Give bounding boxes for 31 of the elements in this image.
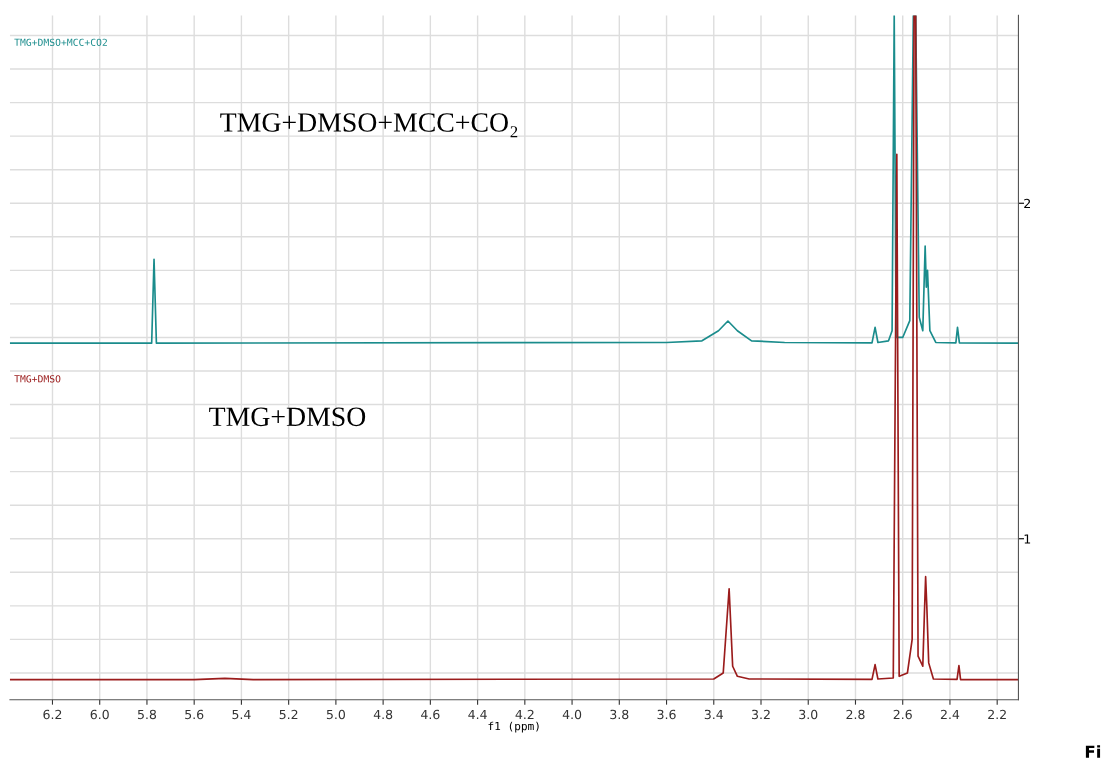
x-tick-label: 6.2 bbox=[43, 709, 62, 720]
x-tick-label: 3.0 bbox=[799, 709, 818, 720]
x-tick-label: 4.2 bbox=[515, 709, 534, 720]
annotation: TMG+DMSO+MCC+CO₂ bbox=[220, 113, 518, 138]
text: TMG+DMSO bbox=[14, 375, 61, 383]
x-tick-label: 3.2 bbox=[752, 709, 770, 720]
text: Fi bbox=[1085, 745, 1101, 758]
x-tick-label: 6.0 bbox=[90, 709, 109, 720]
x-tick-label: 4.4 bbox=[468, 709, 487, 720]
x-tick-label: 5.2 bbox=[279, 709, 298, 720]
line-series bbox=[9, 15, 1019, 681]
text: TMG+DMSO+MCC+CO2 bbox=[14, 38, 107, 47]
annotation: TMG+DMSO bbox=[209, 407, 366, 427]
x-tick-label: 3.6 bbox=[657, 709, 676, 720]
x-tick-label: 2.2 bbox=[988, 709, 1006, 720]
x-tick-label: 5.8 bbox=[137, 709, 157, 720]
y-tick-label: 2 bbox=[1024, 198, 1030, 209]
x-tick-label: 2.4 bbox=[940, 709, 960, 720]
x-axis-title: f1 (ppm) bbox=[488, 721, 539, 733]
y-tick-label: 1 bbox=[1024, 534, 1031, 544]
x-tick-label: 5.4 bbox=[232, 709, 251, 720]
line-series bbox=[9, 15, 1019, 344]
x-tick-label: 2.6 bbox=[893, 709, 912, 720]
x-tick-label: 2.8 bbox=[846, 709, 865, 720]
x-tick-label: 4.6 bbox=[421, 709, 440, 720]
x-tick-label: 3.4 bbox=[704, 709, 724, 720]
x-tick-label: 5.6 bbox=[185, 709, 204, 720]
x-tick-label: 4.8 bbox=[373, 709, 393, 720]
x-tick-label: 3.8 bbox=[610, 709, 629, 720]
x-tick-label: 5.0 bbox=[326, 709, 345, 720]
x-tick-label: 4.0 bbox=[562, 709, 582, 720]
